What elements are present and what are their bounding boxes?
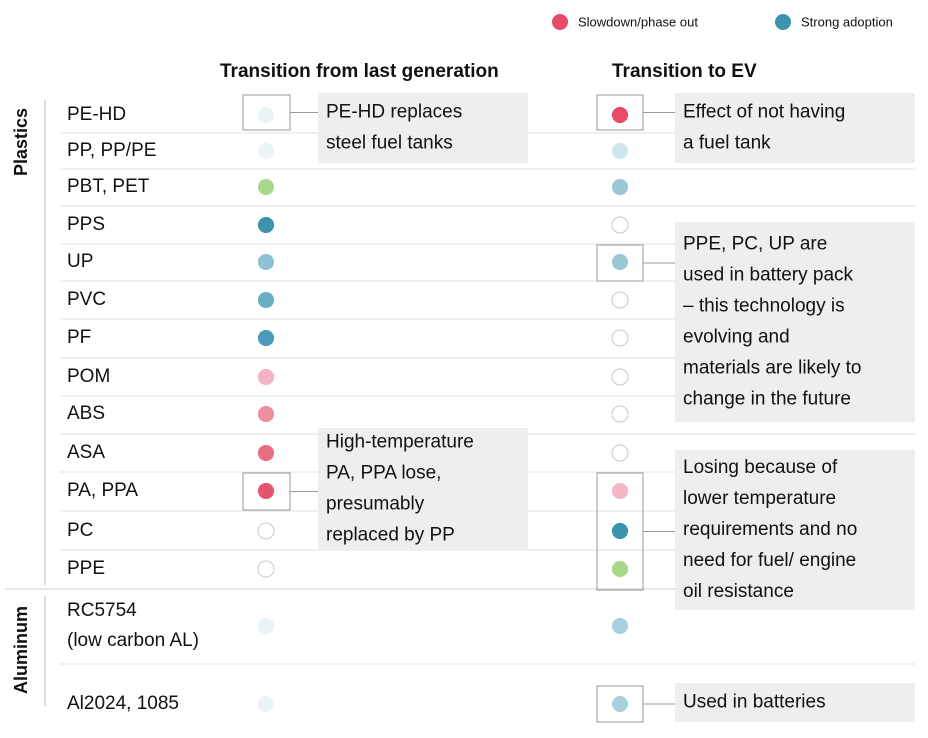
status-dot bbox=[611, 444, 629, 462]
status-dot bbox=[258, 406, 274, 422]
column-header: Transition from last generation bbox=[220, 61, 499, 82]
status-dot bbox=[612, 254, 628, 270]
status-dot bbox=[612, 618, 628, 634]
highlight-box bbox=[596, 94, 644, 131]
annotation-box bbox=[318, 93, 528, 163]
row-label: PPS bbox=[67, 214, 105, 235]
annotation-text: lower temperature bbox=[683, 488, 836, 509]
status-dot bbox=[258, 696, 274, 712]
status-dot bbox=[612, 561, 628, 577]
annotation-text: PA, PPA lose, bbox=[326, 463, 441, 484]
status-dot bbox=[258, 369, 274, 385]
highlight-box bbox=[596, 472, 644, 591]
annotation-text: Losing because of bbox=[683, 457, 838, 478]
row-label: ABS bbox=[67, 403, 105, 424]
status-dot bbox=[258, 445, 274, 461]
highlight-box bbox=[596, 685, 644, 723]
status-dot bbox=[258, 143, 274, 159]
status-dot bbox=[611, 216, 629, 234]
status-dot bbox=[611, 329, 629, 347]
row-label: POM bbox=[67, 366, 110, 387]
row-label: PVC bbox=[67, 289, 106, 310]
row-label: (low carbon AL) bbox=[67, 630, 199, 651]
row-label: PE-HD bbox=[67, 104, 126, 125]
row-label: RC5754 bbox=[67, 600, 137, 621]
status-dot bbox=[258, 330, 274, 346]
status-dot bbox=[611, 368, 629, 386]
status-dot bbox=[258, 618, 274, 634]
annotation-text: presumably bbox=[326, 494, 425, 515]
annotation-box bbox=[675, 222, 915, 422]
status-dot bbox=[612, 483, 628, 499]
annotation-box bbox=[675, 93, 915, 163]
annotation-text: Effect of not having bbox=[683, 102, 845, 123]
row-label: PA, PPA bbox=[67, 480, 138, 501]
annotation-box bbox=[675, 683, 915, 722]
status-dot bbox=[611, 291, 629, 309]
status-dot bbox=[612, 107, 628, 123]
annotation-text: change in the future bbox=[683, 389, 851, 410]
annotation-box bbox=[675, 450, 915, 610]
legend-label: Strong adoption bbox=[801, 14, 893, 29]
status-dot bbox=[611, 405, 629, 423]
annotation-text: replaced by PP bbox=[326, 525, 455, 546]
status-dot bbox=[258, 217, 274, 233]
status-dot bbox=[258, 107, 274, 123]
legend-dot bbox=[552, 14, 568, 30]
status-dot bbox=[258, 179, 274, 195]
status-dot bbox=[257, 522, 275, 540]
status-dot bbox=[258, 292, 274, 308]
legend-label: Slowdown/phase out bbox=[578, 14, 698, 29]
highlight-box bbox=[242, 94, 291, 131]
annotation-text: PPE, PC, UP are bbox=[683, 234, 827, 255]
column-header: Transition to EV bbox=[612, 61, 757, 82]
status-dot bbox=[257, 560, 275, 578]
row-label: PBT, PET bbox=[67, 176, 150, 197]
group-label: Plastics bbox=[11, 108, 31, 176]
annotation-text: Used in batteries bbox=[683, 692, 826, 713]
legend-dot bbox=[775, 14, 791, 30]
row-label: PF bbox=[67, 327, 91, 348]
annotation-text: oil resistance bbox=[683, 581, 794, 602]
row-label: PPE bbox=[67, 558, 105, 579]
annotation-box bbox=[318, 428, 528, 550]
highlight-box bbox=[596, 244, 644, 282]
status-dot bbox=[612, 179, 628, 195]
status-dot bbox=[612, 523, 628, 539]
status-dot bbox=[612, 696, 628, 712]
status-dot bbox=[612, 143, 628, 159]
row-label: Al2024, 1085 bbox=[67, 693, 179, 714]
annotation-text: materials are likely to bbox=[683, 358, 861, 379]
row-label: UP bbox=[67, 251, 93, 272]
row-label: PC bbox=[67, 520, 93, 541]
status-dot bbox=[258, 254, 274, 270]
annotation-text: PE-HD replaces bbox=[326, 102, 462, 123]
group-label: Aluminum bbox=[11, 606, 31, 694]
row-label: ASA bbox=[67, 442, 105, 463]
row-label: PP, PP/PE bbox=[67, 140, 156, 161]
annotation-text: used in battery pack bbox=[683, 265, 854, 286]
annotation-text: evolving and bbox=[683, 327, 790, 348]
annotation-text: a fuel tank bbox=[683, 133, 771, 154]
annotation-text: steel fuel tanks bbox=[326, 133, 453, 154]
status-dot bbox=[258, 483, 274, 499]
annotation-text: – this technology is bbox=[683, 296, 845, 317]
annotation-text: High-temperature bbox=[326, 432, 474, 453]
highlight-box bbox=[242, 472, 291, 511]
annotation-text: requirements and no bbox=[683, 519, 857, 540]
annotation-text: need for fuel/ engine bbox=[683, 550, 856, 571]
